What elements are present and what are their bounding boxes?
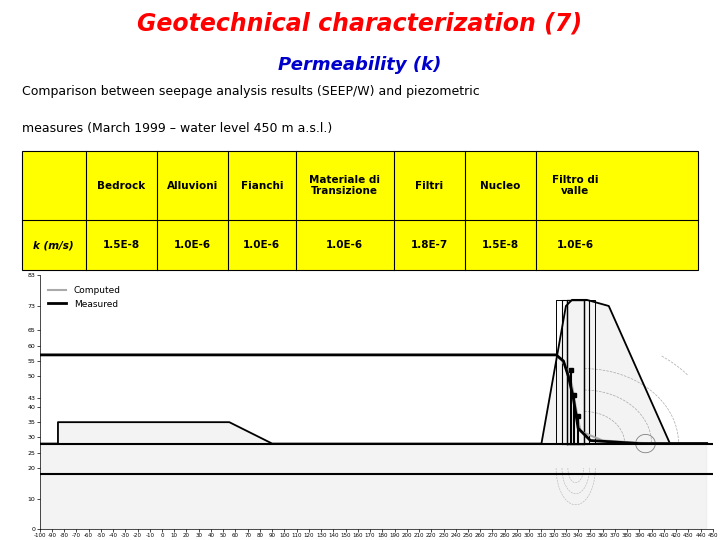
Text: Nucleo: Nucleo [480,181,521,191]
Legend: Computed, Measured: Computed, Measured [45,282,125,312]
Text: 1.8E-7: 1.8E-7 [410,240,448,250]
Text: measures (March 1999 – water level 450 m a.s.l.): measures (March 1999 – water level 450 m… [22,122,332,134]
Text: Permeability (k): Permeability (k) [279,56,441,73]
Text: Comparison between seepage analysis results (SEEP/W) and piezometric: Comparison between seepage analysis resu… [22,84,480,98]
Text: Materiale di
Transizione: Materiale di Transizione [310,175,380,197]
Text: Fianchi: Fianchi [240,181,283,191]
Text: Filtri: Filtri [415,181,444,191]
Text: 1.0E-6: 1.0E-6 [243,240,280,250]
Text: 1.0E-6: 1.0E-6 [326,240,364,250]
Text: 1.5E-8: 1.5E-8 [482,240,519,250]
Text: k (m/s): k (m/s) [33,240,74,250]
Text: 1.0E-6: 1.0E-6 [557,240,593,250]
Text: Bedrock: Bedrock [97,181,145,191]
Text: Alluvioni: Alluvioni [167,181,218,191]
Polygon shape [40,300,706,529]
Text: Filtro di
valle: Filtro di valle [552,175,598,197]
Text: 1.5E-8: 1.5E-8 [103,240,140,250]
Text: 1.0E-6: 1.0E-6 [174,240,211,250]
Text: Geotechnical characterization (7): Geotechnical characterization (7) [138,12,582,36]
